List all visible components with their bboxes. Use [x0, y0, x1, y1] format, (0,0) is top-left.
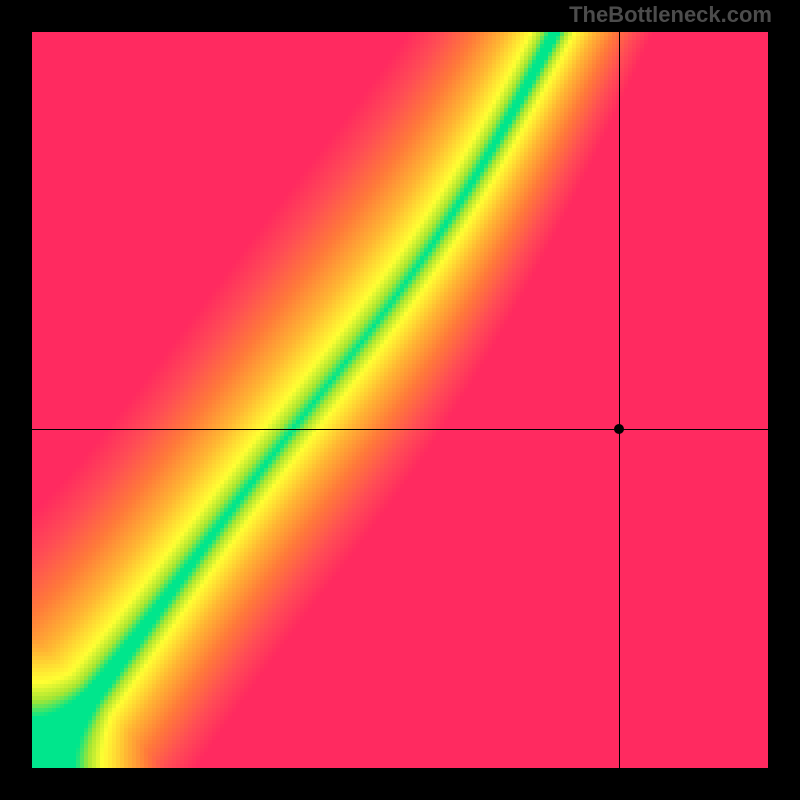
chart-container: TheBottleneck.com [0, 0, 800, 800]
source-watermark: TheBottleneck.com [569, 2, 772, 28]
bottleneck-heatmap [32, 32, 768, 768]
crosshair-vertical [619, 32, 620, 768]
crosshair-horizontal [32, 429, 768, 430]
